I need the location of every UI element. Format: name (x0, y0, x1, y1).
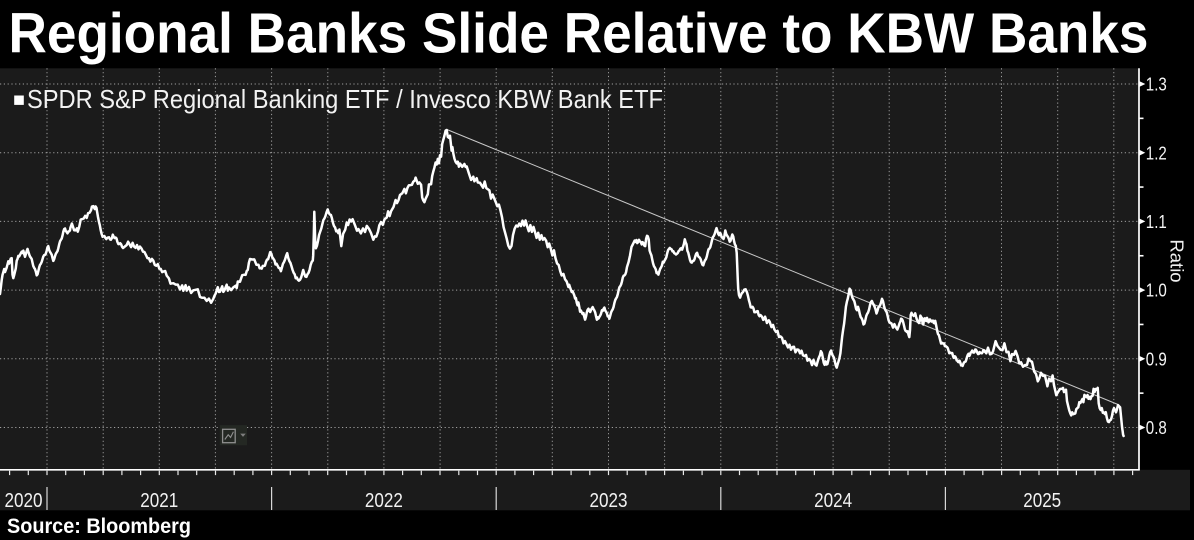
svg-text:SPDR S&P Regional Banking ETF: SPDR S&P Regional Banking ETF / Invesco … (27, 84, 663, 114)
svg-text:Regional Banks Slide Relative: Regional Banks Slide Relative to KBW Ban… (9, 2, 1149, 65)
svg-text:2025: 2025 (1023, 489, 1061, 512)
svg-text:1.1: 1.1 (1146, 211, 1167, 232)
svg-text:2023: 2023 (590, 489, 628, 512)
svg-text:1.3: 1.3 (1146, 74, 1167, 95)
svg-text:0.8: 0.8 (1146, 417, 1167, 438)
svg-text:2020: 2020 (5, 489, 43, 512)
svg-text:2024: 2024 (814, 489, 852, 512)
svg-text:Source: Bloomberg: Source: Bloomberg (7, 514, 191, 538)
svg-text:1.0: 1.0 (1146, 280, 1167, 301)
svg-text:2021: 2021 (140, 489, 178, 512)
svg-text:1.2: 1.2 (1146, 142, 1167, 163)
svg-text:2022: 2022 (365, 489, 403, 512)
svg-text:0.9: 0.9 (1146, 348, 1167, 369)
svg-text:Ratio: Ratio (1167, 239, 1188, 282)
